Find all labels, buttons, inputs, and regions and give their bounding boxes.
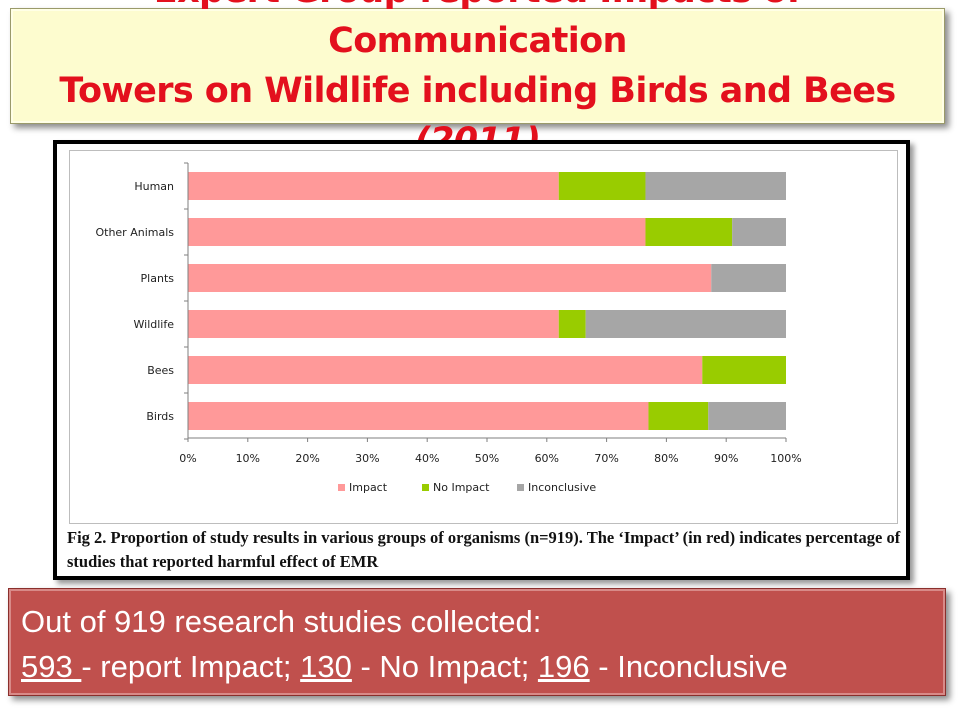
bar-wildlife-no-impact xyxy=(558,310,586,338)
bar-birds-inconclusive xyxy=(708,402,786,430)
bar-human-no-impact xyxy=(558,172,646,200)
x-tick-label-20pct: 20% xyxy=(295,452,319,465)
legend-label-impact: Impact xyxy=(349,481,388,494)
summary-line-2: 593 - report Impact; 130 - No Impact; 19… xyxy=(21,644,945,689)
category-label-other-animals: Other Animals xyxy=(95,226,174,239)
chart-frame: Human Other Animals Plants Wildlife Bees Bird… xyxy=(69,150,898,524)
bar-human-impact xyxy=(188,172,559,200)
title-line-2: Towers on Wildlife including Birds and B… xyxy=(59,71,896,111)
bar-plants-inconclusive xyxy=(711,264,786,292)
bar-bees-no-impact xyxy=(702,356,786,384)
bar-other-animals-inconclusive xyxy=(732,218,786,246)
x-tick-label-90pct: 90% xyxy=(714,452,738,465)
bar-bees-impact xyxy=(188,356,703,384)
figure-panel: Human Other Animals Plants Wildlife Bees Bird… xyxy=(53,140,910,580)
x-tick-label-30pct: 30% xyxy=(355,452,379,465)
bar-wildlife-inconclusive xyxy=(585,310,786,338)
bar-plants-impact xyxy=(188,264,712,292)
inconclusive-label: - Inconclusive xyxy=(589,649,788,684)
legend-swatch-inconclusive xyxy=(517,484,524,491)
x-tick-label-100pct: 100% xyxy=(770,452,801,465)
caption-fig-label: Fig 2. xyxy=(67,528,107,547)
bar-human-inconclusive xyxy=(645,172,786,200)
no-impact-count: 130 xyxy=(300,649,352,684)
impact-count: 593 xyxy=(21,649,82,684)
x-tick-label-50pct: 50% xyxy=(475,452,499,465)
caption-text: Proportion of study results in various g… xyxy=(67,528,901,571)
no-impact-label: - No Impact; xyxy=(351,649,538,684)
bar-wildlife-impact xyxy=(188,310,559,338)
category-label-plants: Plants xyxy=(141,272,175,285)
legend-swatch-impact xyxy=(338,484,345,491)
category-label-birds: Birds xyxy=(146,410,174,423)
x-tick-label-10pct: 10% xyxy=(236,452,260,465)
slide-title: Expert Group reported Impacts of Communi… xyxy=(11,0,944,166)
category-label-bees: Bees xyxy=(147,364,174,377)
x-tick-label-40pct: 40% xyxy=(415,452,439,465)
figure-caption: Fig 2. Proportion of study results in va… xyxy=(67,526,902,574)
bar-birds-impact xyxy=(188,402,649,430)
summary-banner: Out of 919 research studies collected: 5… xyxy=(8,588,946,696)
impact-label: - report Impact; xyxy=(81,649,301,684)
category-label-wildlife: Wildlife xyxy=(134,318,175,331)
title-banner: Expert Group reported Impacts of Communi… xyxy=(10,0,945,161)
x-tick-label-80pct: 80% xyxy=(654,452,678,465)
x-tick-label-0pct: 0% xyxy=(179,452,196,465)
legend-label-no-impact: No Impact xyxy=(433,481,490,494)
bar-other-animals-impact xyxy=(188,218,646,246)
title-line-1: Expert Group reported Impacts of Communi… xyxy=(154,0,802,61)
inconclusive-count: 196 xyxy=(537,649,590,684)
bar-other-animals-no-impact xyxy=(645,218,733,246)
legend-label-inconclusive: Inconclusive xyxy=(528,481,596,494)
x-tick-label-70pct: 70% xyxy=(594,452,618,465)
category-label-human: Human xyxy=(134,180,174,193)
bar-birds-no-impact xyxy=(648,402,709,430)
x-tick-label-60pct: 60% xyxy=(535,452,559,465)
summary-line-1: Out of 919 research studies collected: xyxy=(21,604,542,639)
stacked-bar-chart: Human Other Animals Plants Wildlife Bees Bird… xyxy=(95,162,802,494)
legend-swatch-no-impact xyxy=(422,484,429,491)
